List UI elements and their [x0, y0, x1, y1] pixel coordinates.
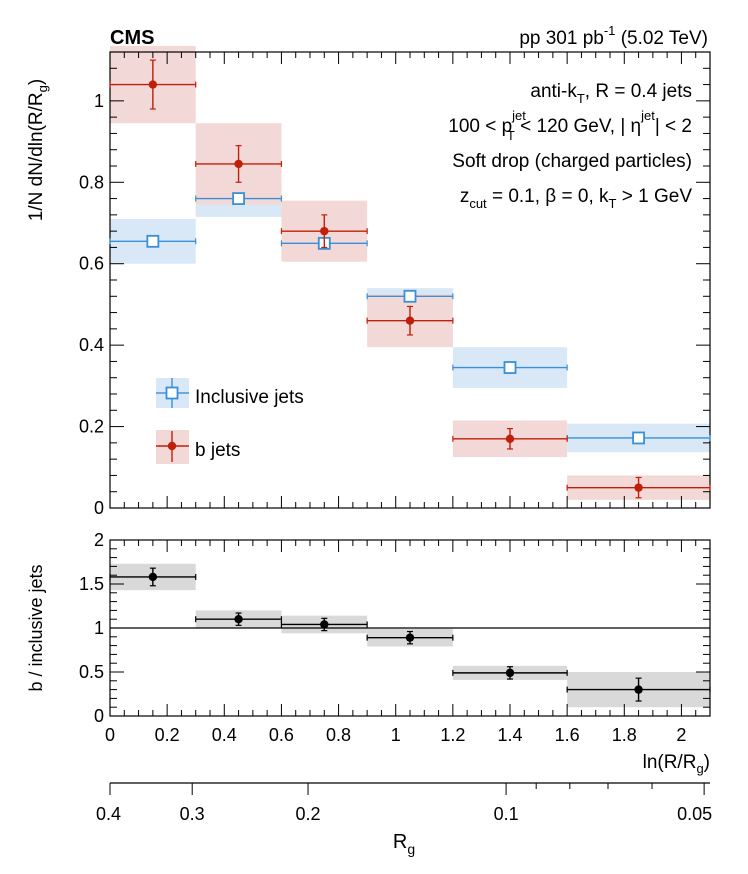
top-syst-bands	[110, 45, 710, 500]
secondary-x-tick-label: 0.3	[180, 804, 205, 824]
bjets-marker	[148, 80, 158, 89]
secondary-x-tick-label: 0.1	[494, 804, 519, 824]
top-panel: 0 0.2 0.4 0.6 0.8 1	[79, 45, 711, 518]
ratio-marker	[634, 685, 643, 694]
bjets-point-5	[566, 476, 711, 499]
ratio-frame	[109, 539, 711, 717]
ratio-y-tick-labels: 0 0.5 1 1.5 2	[79, 530, 104, 726]
bjets-point-4	[452, 428, 568, 450]
inclusive-marker	[632, 431, 645, 445]
secondary-x-axis-title: Rg	[393, 831, 415, 857]
inclusive-marker	[146, 234, 160, 248]
legend: Inclusive jets b jets	[156, 378, 304, 464]
x-tick-label: 1.6	[555, 725, 580, 745]
annotation-softdrop: Soft drop (charged particles)	[452, 151, 692, 172]
x-tick-label: 0	[105, 725, 115, 745]
inclusive-point-4	[452, 361, 568, 374]
y-tick-label: 1	[94, 91, 104, 111]
x-tick-label: 0.4	[212, 725, 237, 745]
bjets-point-0	[109, 59, 197, 110]
y-tick-label: 0	[94, 498, 104, 518]
annotation-zcut: zcut = 0.1, β = 0, kT > 1 GeV	[460, 186, 692, 211]
legend-inclusive-marker	[165, 386, 179, 400]
legend-entry-bjets	[156, 430, 189, 464]
ratio-marker	[148, 572, 158, 582]
y-tick-label: 0.4	[79, 335, 104, 355]
y-tick-label: 0.2	[79, 417, 104, 437]
x-tick-label: 1.2	[440, 725, 465, 745]
annotation-block: anti-kT, R = 0.4 jets 100 < pjet T < 120 …	[448, 81, 692, 211]
x-tick-label: 1	[391, 725, 401, 745]
bjets-marker	[405, 316, 415, 325]
inclusive-point-5	[566, 431, 711, 445]
ratio-marker	[505, 668, 515, 678]
y-tick-label: 0.5	[79, 662, 104, 682]
secondary-x-tick-label: 0.2	[296, 804, 321, 824]
x-axis-title: ln(R/Rg)	[643, 752, 710, 776]
x-tick-label: 0.8	[326, 725, 351, 745]
inclusive-marker	[503, 361, 517, 374]
x-tick-label: 0.6	[269, 725, 294, 745]
ratio-point-4	[452, 666, 568, 680]
bjets-point-1	[195, 145, 283, 183]
ratio-point-5	[566, 677, 711, 702]
ratio-point-2	[280, 617, 368, 632]
legend-entry-inclusive	[156, 378, 189, 408]
ratio-marker	[234, 615, 243, 624]
ratio-y-axis-title: b / inclusive jets	[26, 564, 46, 691]
annotation-pt-range: 100 < pjet T < 120 GeV, | ηjet| < 2	[448, 108, 692, 143]
y-tick-label: 1	[94, 618, 104, 638]
y-tick-label: 2	[94, 530, 104, 550]
x-tick-label: 1.8	[612, 725, 637, 745]
bjets-marker	[234, 159, 243, 169]
y-tick-label: 0.8	[79, 172, 104, 192]
y-tick-label: 1.5	[79, 574, 104, 594]
inclusive-marker	[232, 192, 245, 205]
x-tick-label: 0.2	[155, 725, 180, 745]
top-data-points	[109, 59, 711, 499]
y-tick-label: 0	[94, 706, 104, 726]
ratio-point-0	[109, 567, 197, 587]
ratio-point-3	[366, 630, 454, 645]
top-y-axis-title: 1/N dN/dln(R/Rg)	[26, 79, 50, 221]
luminosity-label: pp 301 pb-1 (5.02 TeV)	[519, 23, 708, 49]
x-tick-labels: 0 0.2 0.4 0.6 0.8 1 1.2 1.4 1.6 1.8 2	[105, 725, 686, 745]
legend-label-inclusive: Inclusive jets	[195, 387, 304, 408]
inclusive-point-1	[195, 192, 283, 205]
inclusive-point-3	[366, 289, 454, 303]
ratio-marker	[320, 620, 329, 629]
top-y-tick-labels: 0 0.2 0.4 0.6 0.8 1	[79, 91, 104, 518]
ratio-panel: 0 0.5 1 1.5 2	[79, 530, 711, 726]
ratio-marker	[405, 633, 415, 642]
secondary-x-axis: 0.4 0.3 0.2 0.1 0.05	[96, 782, 712, 824]
bjets-point-3	[366, 305, 454, 336]
bjets-marker	[634, 483, 643, 492]
x-tick-label: 1.4	[497, 725, 522, 745]
inclusive-marker	[403, 289, 417, 303]
bjets-marker	[320, 226, 329, 236]
bjets-point-2	[280, 214, 368, 249]
y-tick-label: 0.6	[79, 254, 104, 274]
x-tick-label: 2	[676, 725, 686, 745]
inclusive-point-0	[109, 234, 197, 248]
top-frame	[109, 51, 711, 509]
secondary-x-tick-label: 0.05	[677, 804, 712, 824]
ratio-point-1	[195, 612, 283, 626]
secondary-x-tick-label: 0.4	[96, 804, 121, 824]
legend-bjets-marker	[167, 441, 177, 451]
bjets-marker	[505, 434, 515, 443]
cms-label: CMS	[110, 27, 154, 49]
legend-label-bjets: b jets	[195, 440, 240, 461]
annotation-jet-algo: anti-kT, R = 0.4 jets	[530, 81, 692, 106]
ratio-data-points	[109, 567, 711, 702]
